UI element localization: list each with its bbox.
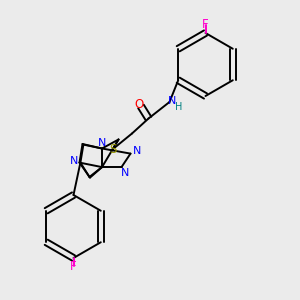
Text: N: N	[98, 138, 106, 148]
Text: F: F	[70, 260, 77, 273]
Text: O: O	[134, 98, 143, 111]
Text: N: N	[133, 146, 141, 156]
Text: S: S	[109, 143, 116, 156]
Text: F: F	[202, 18, 209, 31]
Text: N: N	[70, 156, 78, 166]
Text: H: H	[175, 101, 182, 112]
Text: N: N	[167, 96, 176, 106]
Text: N: N	[121, 167, 129, 178]
